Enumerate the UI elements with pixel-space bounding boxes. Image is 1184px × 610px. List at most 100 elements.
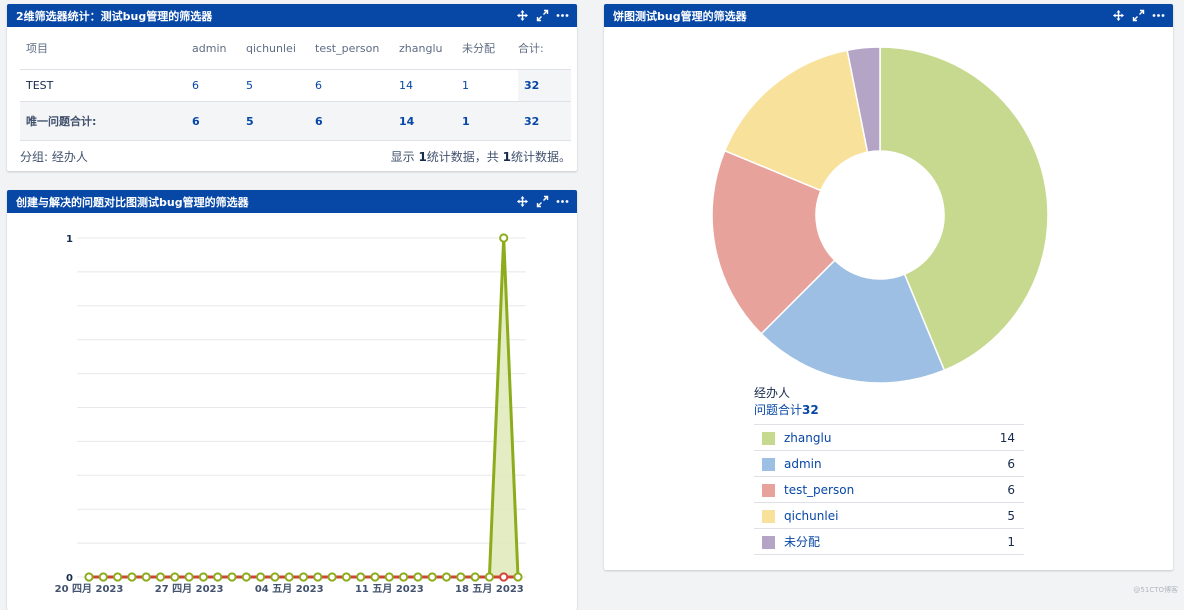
legend-name[interactable]: qichunlei <box>784 502 963 529</box>
count-link[interactable]: 6 <box>315 101 399 141</box>
summary-text: 显示 <box>390 150 419 164</box>
data-point <box>456 572 466 582</box>
two-dimensional-stats-gadget: 2维筛选器统计：测试bug管理的筛选器 项目 admin qichunlei test… <box>7 4 577 171</box>
pie-slice[interactable] <box>723 49 869 192</box>
legend-total-value: 32 <box>802 403 819 417</box>
count-link[interactable]: 5 <box>246 101 315 141</box>
x-tick-label: 27 四月 2023 <box>155 583 224 595</box>
data-point <box>513 572 523 582</box>
column-header: 合计: <box>518 27 571 70</box>
data-point <box>413 572 423 582</box>
total-row: 唯一问题合计: 6 5 6 14 1 32 <box>20 101 571 141</box>
data-point <box>499 233 509 243</box>
created-vs-resolved-gadget: 创建与解决的问题对比图测试bug管理的筛选器 0 1 20 四月 2023 27 四月… <box>7 190 577 610</box>
data-point <box>427 572 437 582</box>
gadget-title: 创建与解决的问题对比图测试bug管理的筛选器 <box>16 195 249 209</box>
data-point <box>284 572 294 582</box>
data-point <box>256 572 266 582</box>
data-point <box>270 572 280 582</box>
pie-chart-gadget: 饼图测试bug管理的筛选器 经办人 问题合计32 zhanglu 14 admin 6… <box>604 4 1173 570</box>
more-icon[interactable] <box>1152 9 1165 22</box>
data-point <box>113 572 123 582</box>
data-point <box>313 572 323 582</box>
legend-swatch <box>754 424 784 451</box>
x-tick-label: 04 五月 2023 <box>255 583 324 595</box>
data-point <box>327 572 337 582</box>
group-by-label: 分组: 经办人 <box>20 150 88 164</box>
expand-icon[interactable] <box>536 9 549 22</box>
legend-title: 经办人 <box>754 386 791 400</box>
stats-table-header: 项目 admin qichunlei test_person zhanglu 未分配 合计: <box>20 27 571 70</box>
move-icon[interactable] <box>516 195 529 208</box>
stats-footer: 分组: 经办人 显示 1统计数据，共 1统计数据。 <box>20 148 571 165</box>
count-link[interactable]: 1 <box>462 101 518 141</box>
legend-item[interactable]: qichunlei 5 <box>754 502 1024 529</box>
gadget-header: 创建与解决的问题对比图测试bug管理的筛选器 <box>7 190 577 213</box>
pie-slice[interactable] <box>711 149 836 335</box>
pie-slice[interactable] <box>879 46 1049 372</box>
legend-name[interactable]: admin <box>784 450 963 477</box>
legend-count: 14 <box>962 424 1024 451</box>
column-header: 未分配 <box>462 27 518 70</box>
move-icon[interactable] <box>1112 9 1125 22</box>
stats-table-body: TEST 6 5 6 14 1 32 唯一问题合计: 6 5 6 14 1 32 <box>20 69 571 141</box>
data-point <box>198 572 208 582</box>
count-link[interactable]: 6 <box>192 101 246 141</box>
legend-name[interactable]: zhanglu <box>784 424 963 451</box>
legend-total[interactable]: 问题合计32 <box>754 401 819 418</box>
count-link[interactable]: 32 <box>518 69 571 102</box>
data-point <box>98 572 108 582</box>
summary-text: 统计数据，共 <box>426 150 503 164</box>
shown-count: 1 <box>418 150 427 164</box>
more-icon[interactable] <box>556 9 569 22</box>
row-label: TEST <box>20 69 192 102</box>
expand-icon[interactable] <box>1132 9 1145 22</box>
total-row-label: 唯一问题合计: <box>20 101 192 141</box>
data-point <box>441 572 452 582</box>
gadget-header: 2维筛选器统计：测试bug管理的筛选器 <box>7 4 577 27</box>
created-resolved-line-chart: 0 1 20 四月 2023 27 四月 2023 04 五月 2023 11 五月 20… <box>55 233 526 595</box>
legend-table: zhanglu 14 admin 6 test_person 6 qichunlei 5 未分配… <box>754 424 1024 555</box>
stats-summary: 显示 1统计数据，共 1统计数据。 <box>391 148 571 165</box>
count-link[interactable]: 14 <box>399 69 462 102</box>
more-icon[interactable] <box>556 195 569 208</box>
x-tick-label: 20 四月 2023 <box>55 583 124 595</box>
summary-text: 统计数据。 <box>510 150 571 164</box>
legend-total-label: 问题合计 <box>754 403 803 417</box>
total-count: 1 <box>502 150 511 164</box>
data-point <box>370 572 380 582</box>
data-point <box>141 572 151 582</box>
data-point <box>298 572 309 582</box>
column-header: admin <box>192 27 246 70</box>
legend-item[interactable]: test_person 6 <box>754 476 1024 503</box>
count-link[interactable]: 6 <box>192 69 246 102</box>
data-point <box>213 572 223 582</box>
expand-icon[interactable] <box>536 195 549 208</box>
count-link[interactable]: 32 <box>518 101 571 141</box>
data-point <box>384 572 394 582</box>
legend-item[interactable]: zhanglu 14 <box>754 424 1024 451</box>
legend-item[interactable]: admin 6 <box>754 450 1024 477</box>
y-tick-label: 0 <box>66 573 73 584</box>
move-icon[interactable] <box>516 9 529 22</box>
gadget-header: 饼图测试bug管理的筛选器 <box>604 4 1173 27</box>
gadget-title: 饼图测试bug管理的筛选器 <box>613 9 747 23</box>
stats-table: 项目 admin qichunlei test_person zhanglu 未分配 合计:… <box>20 27 571 141</box>
legend-name[interactable]: test_person <box>784 476 963 503</box>
pie-slice[interactable] <box>760 259 946 384</box>
data-point <box>499 572 509 582</box>
count-link[interactable]: 6 <box>315 69 399 102</box>
data-point <box>341 572 351 582</box>
legend-swatch <box>754 502 784 529</box>
legend-item[interactable]: 未分配 1 <box>754 528 1024 555</box>
count-link[interactable]: 5 <box>246 69 315 102</box>
count-link[interactable]: 14 <box>399 101 462 141</box>
count-link[interactable]: 1 <box>462 69 518 102</box>
legend-swatch <box>754 450 784 477</box>
legend-name[interactable]: 未分配 <box>784 528 963 555</box>
data-point <box>484 572 494 582</box>
pie-slice[interactable] <box>846 46 881 154</box>
x-tick-label: 11 五月 2023 <box>355 583 424 595</box>
legend-count: 6 <box>962 450 1024 477</box>
column-header: zhanglu <box>399 27 462 70</box>
